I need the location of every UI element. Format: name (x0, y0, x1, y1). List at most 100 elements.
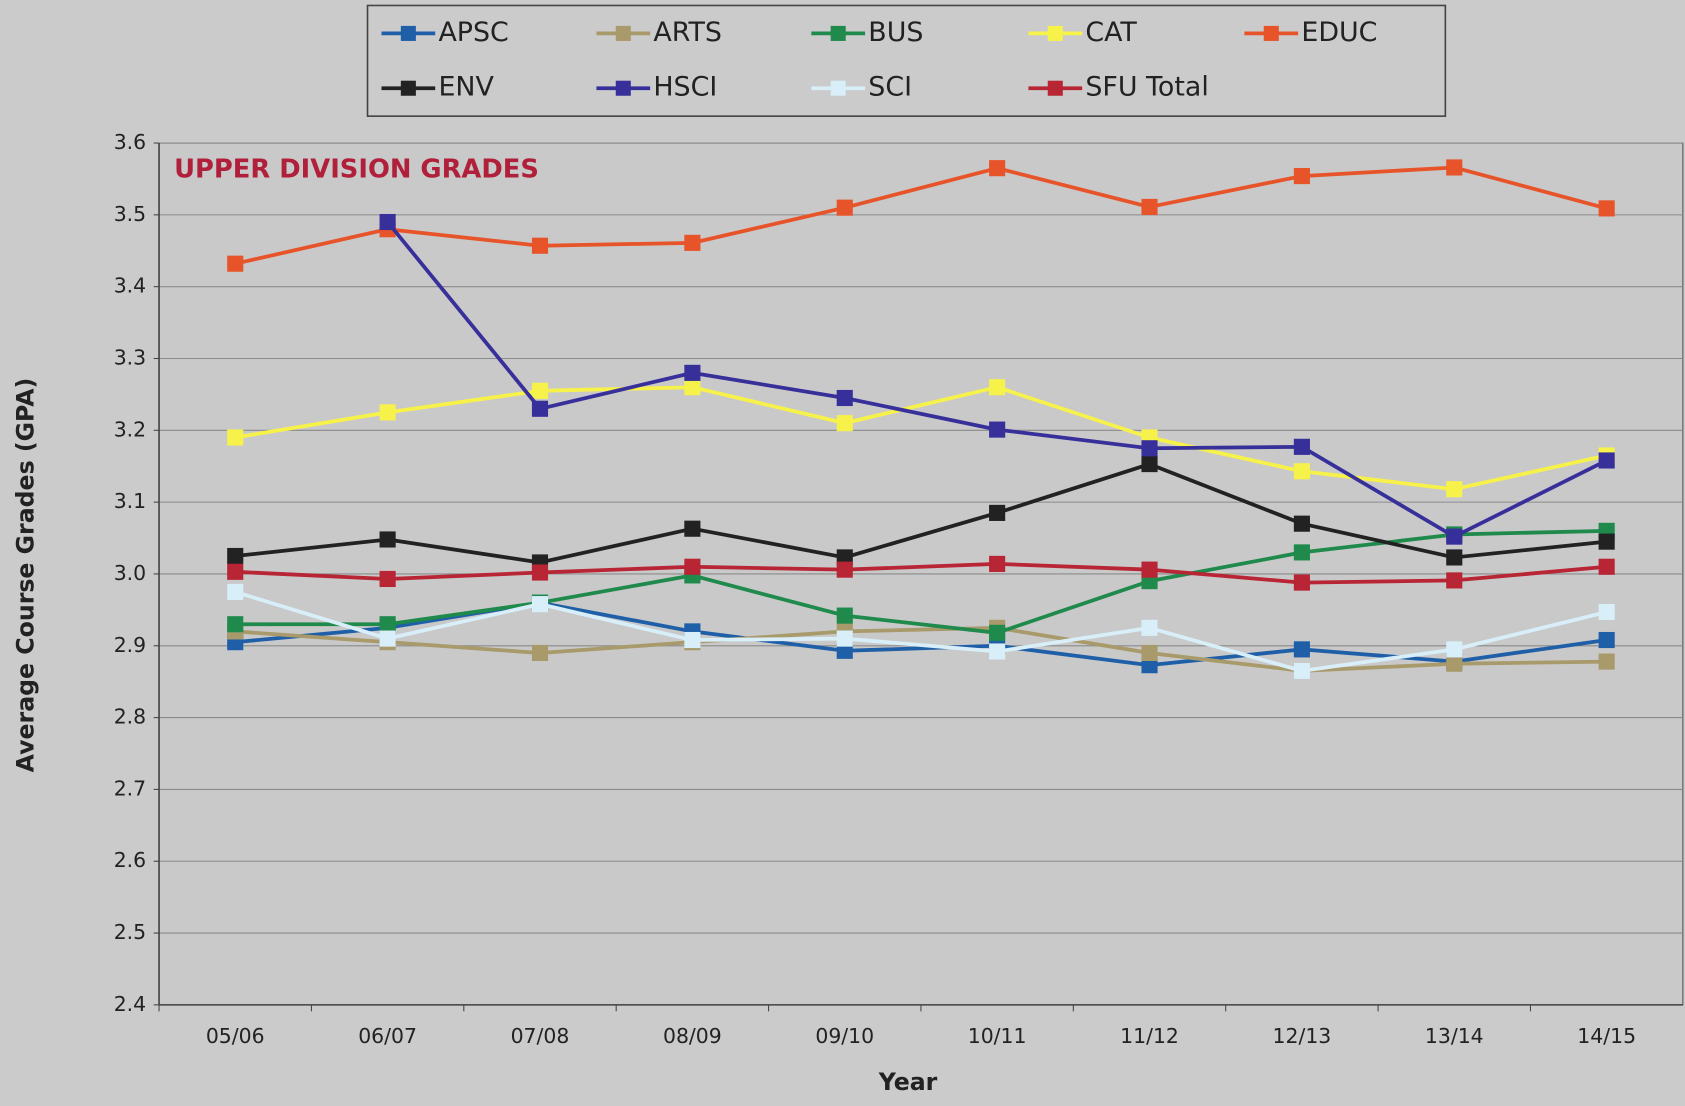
legend-label: ENV (438, 72, 494, 103)
x-tick-label: 06/07 (358, 1024, 417, 1048)
marker (1598, 653, 1615, 670)
marker (989, 379, 1006, 396)
marker (836, 415, 853, 432)
legend-label: HSCI (653, 72, 717, 103)
legend-label: BUS (868, 17, 923, 48)
marker (227, 547, 244, 565)
marker (989, 421, 1006, 438)
marker (379, 630, 396, 647)
y-tick-label: 2.8 (114, 705, 146, 729)
marker (989, 504, 1006, 521)
marker (531, 237, 549, 254)
series-line (235, 562, 1607, 585)
marker (379, 531, 396, 548)
marker (1598, 603, 1615, 621)
legend-label: SCI (868, 72, 912, 103)
marker (684, 520, 701, 537)
y-tick-label: 3.2 (114, 417, 146, 441)
marker (1446, 549, 1463, 566)
marker (1141, 456, 1158, 473)
marker (1293, 515, 1310, 532)
marker (531, 564, 549, 581)
x-tick-label: 11/12 (1120, 1024, 1179, 1048)
marker (836, 199, 853, 216)
marker (1446, 572, 1463, 589)
marker (1446, 528, 1463, 545)
y-tick-label: 3.1 (114, 489, 146, 513)
marker (227, 616, 244, 633)
marker (1598, 452, 1615, 469)
marker (1293, 168, 1310, 185)
legend-marker (830, 25, 846, 41)
marker (989, 643, 1006, 660)
legend-label: CAT (1085, 17, 1137, 48)
marker (1141, 644, 1158, 662)
y-axis-label: Average Course Grades (GPA) (11, 378, 39, 773)
marker (836, 630, 853, 647)
series-line (234, 590, 1608, 673)
marker (379, 213, 396, 231)
series-line (235, 528, 1607, 635)
marker (684, 234, 701, 251)
marker (1598, 533, 1615, 550)
legend-marker (830, 80, 846, 96)
marker (1141, 198, 1158, 216)
legend-marker (1263, 25, 1279, 41)
marker (1141, 561, 1158, 578)
marker (1293, 438, 1310, 455)
legend-label: APSC (438, 17, 508, 48)
legend-marker (1047, 25, 1063, 41)
marker (684, 364, 701, 381)
y-tick-label: 3.4 (114, 274, 146, 298)
y-tick-label: 2.4 (114, 992, 146, 1016)
marker (227, 563, 244, 580)
marker (227, 583, 244, 600)
marker (531, 382, 549, 399)
marker (1598, 558, 1615, 575)
series-line (234, 165, 1608, 266)
marker (836, 607, 853, 624)
marker (379, 616, 396, 633)
legend-label: EDUC (1301, 17, 1377, 48)
marker (684, 379, 701, 396)
marker (989, 624, 1006, 641)
y-tick-label: 3.5 (114, 202, 146, 226)
legend-box (366, 4, 1447, 117)
x-tick-label: 14/15 (1577, 1024, 1636, 1048)
marker (227, 255, 244, 272)
x-tick-label: 05/06 (206, 1024, 265, 1048)
y-tick-label: 2.9 (114, 633, 146, 657)
marker (531, 400, 549, 417)
marker (1293, 662, 1310, 679)
marker (379, 570, 396, 588)
legend-marker (615, 80, 631, 96)
x-tick-label: 10/11 (968, 1024, 1027, 1048)
x-tick-label: 13/14 (1425, 1024, 1484, 1048)
marker (531, 596, 549, 613)
marker (1598, 200, 1615, 217)
legend-marker (615, 25, 631, 41)
x-tick-label: 12/13 (1272, 1024, 1331, 1048)
y-tick-label: 2.6 (114, 848, 146, 872)
legend-label: ARTS (653, 17, 722, 48)
y-tick-label: 2.5 (114, 920, 146, 944)
series-line (234, 385, 1608, 492)
marker (227, 429, 244, 446)
chart-title: UPPER DIVISION GRADES (174, 154, 539, 184)
marker (1446, 159, 1463, 176)
x-axis-label: Year (878, 1068, 938, 1096)
marker (1598, 631, 1615, 649)
series-line (235, 625, 1607, 673)
x-tick-label: 07/08 (511, 1024, 570, 1048)
marker (684, 631, 701, 649)
marker (684, 558, 701, 575)
legend-label: SFU Total (1085, 72, 1208, 103)
y-tick-label: 3.6 (114, 130, 146, 154)
marker (531, 644, 549, 662)
marker (379, 404, 396, 421)
marker (1446, 481, 1463, 498)
marker (836, 561, 853, 578)
marker (989, 160, 1006, 177)
